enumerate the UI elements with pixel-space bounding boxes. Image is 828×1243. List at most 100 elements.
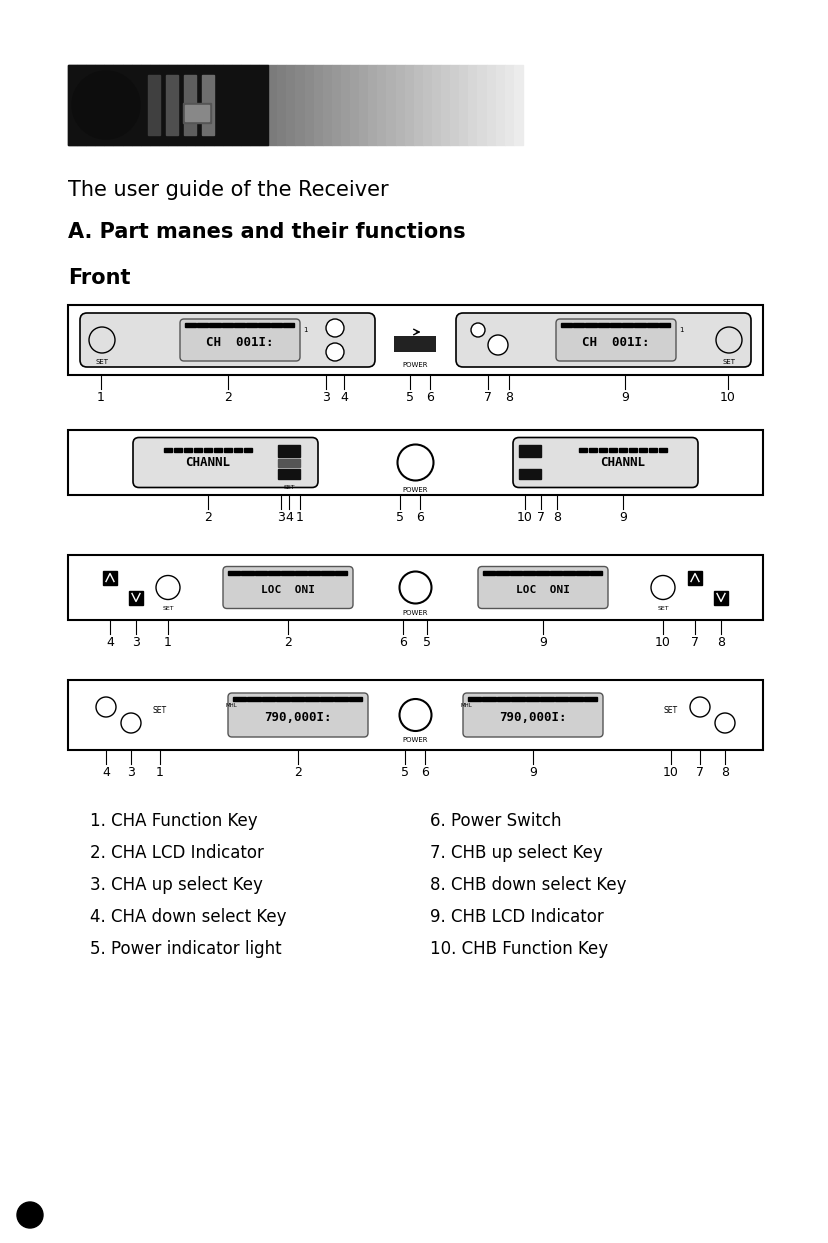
Text: 6: 6: [421, 766, 429, 779]
Circle shape: [399, 572, 431, 604]
Bar: [202, 75, 214, 135]
Bar: [619, 447, 626, 451]
Bar: [277, 469, 300, 479]
Bar: [221, 323, 233, 327]
Text: POWER: POWER: [402, 486, 428, 492]
Bar: [277, 65, 286, 145]
Bar: [209, 323, 220, 327]
Bar: [621, 323, 633, 327]
Text: 10: 10: [662, 766, 678, 779]
Bar: [340, 65, 349, 145]
Text: 2: 2: [204, 511, 212, 525]
Bar: [334, 697, 347, 701]
Bar: [578, 447, 586, 451]
Bar: [628, 447, 636, 451]
Text: 1: 1: [164, 636, 171, 649]
Bar: [159, 65, 168, 145]
Bar: [638, 447, 646, 451]
Bar: [184, 75, 195, 135]
Text: 3. CHA up select Key: 3. CHA up select Key: [90, 876, 262, 894]
Text: 4: 4: [285, 511, 292, 525]
Text: 2: 2: [294, 766, 301, 779]
Text: 5: 5: [423, 636, 431, 649]
Text: 1: 1: [678, 327, 682, 333]
Bar: [277, 459, 300, 466]
Bar: [184, 447, 192, 451]
Bar: [95, 65, 104, 145]
Bar: [103, 571, 117, 584]
Text: 5: 5: [401, 766, 409, 779]
Circle shape: [470, 323, 484, 337]
Bar: [513, 65, 522, 145]
Text: CH  001I:: CH 001I:: [206, 336, 273, 348]
Text: 3: 3: [277, 511, 285, 525]
Text: 9: 9: [528, 766, 537, 779]
Bar: [320, 697, 333, 701]
Circle shape: [397, 445, 433, 481]
Bar: [86, 65, 95, 145]
Bar: [186, 65, 195, 145]
Bar: [166, 75, 178, 135]
Bar: [150, 65, 159, 145]
Bar: [422, 65, 431, 145]
Text: 9. CHB LCD Indicator: 9. CHB LCD Indicator: [430, 907, 603, 926]
Bar: [609, 323, 620, 327]
Bar: [233, 323, 245, 327]
Bar: [233, 697, 246, 701]
FancyBboxPatch shape: [556, 319, 675, 360]
Bar: [509, 571, 522, 574]
Bar: [585, 323, 596, 327]
Bar: [687, 571, 701, 584]
Text: 3: 3: [132, 636, 140, 649]
Text: SET: SET: [95, 359, 108, 365]
Text: 7: 7: [537, 511, 544, 525]
Bar: [413, 65, 422, 145]
Bar: [68, 680, 762, 750]
Text: 6: 6: [426, 392, 433, 404]
Bar: [276, 697, 290, 701]
Bar: [232, 65, 241, 145]
Bar: [459, 65, 468, 145]
Bar: [305, 697, 318, 701]
Bar: [440, 65, 450, 145]
Bar: [68, 65, 267, 145]
Bar: [504, 65, 513, 145]
Text: 3: 3: [321, 392, 330, 404]
FancyBboxPatch shape: [455, 313, 750, 367]
Bar: [633, 323, 645, 327]
FancyBboxPatch shape: [80, 313, 374, 367]
Circle shape: [715, 327, 741, 353]
Bar: [322, 65, 331, 145]
Bar: [482, 697, 495, 701]
Bar: [404, 65, 413, 145]
Text: 6: 6: [399, 636, 407, 649]
Bar: [224, 447, 232, 451]
Text: 9: 9: [620, 392, 628, 404]
Bar: [282, 323, 294, 327]
Text: 7: 7: [484, 392, 491, 404]
Bar: [68, 430, 762, 495]
Bar: [331, 65, 340, 145]
Bar: [129, 590, 142, 604]
Text: 790,000I:: 790,000I:: [498, 711, 566, 723]
Bar: [141, 65, 150, 145]
Text: 7: 7: [696, 766, 703, 779]
Bar: [313, 65, 322, 145]
Bar: [214, 447, 222, 451]
Circle shape: [689, 697, 709, 717]
Bar: [518, 445, 541, 456]
FancyBboxPatch shape: [132, 438, 318, 487]
Text: 4: 4: [339, 392, 348, 404]
Bar: [233, 447, 242, 451]
Bar: [495, 65, 504, 145]
Text: 9: 9: [619, 511, 626, 525]
Bar: [713, 590, 727, 604]
Text: POWER: POWER: [402, 362, 428, 368]
Text: POWER: POWER: [402, 737, 428, 743]
Text: 8: 8: [552, 511, 561, 525]
FancyBboxPatch shape: [228, 694, 368, 737]
Text: 8. CHB down select Key: 8. CHB down select Key: [430, 876, 626, 894]
Bar: [123, 65, 132, 145]
FancyBboxPatch shape: [180, 319, 300, 360]
Text: 7. CHB up select Key: 7. CHB up select Key: [430, 844, 602, 861]
